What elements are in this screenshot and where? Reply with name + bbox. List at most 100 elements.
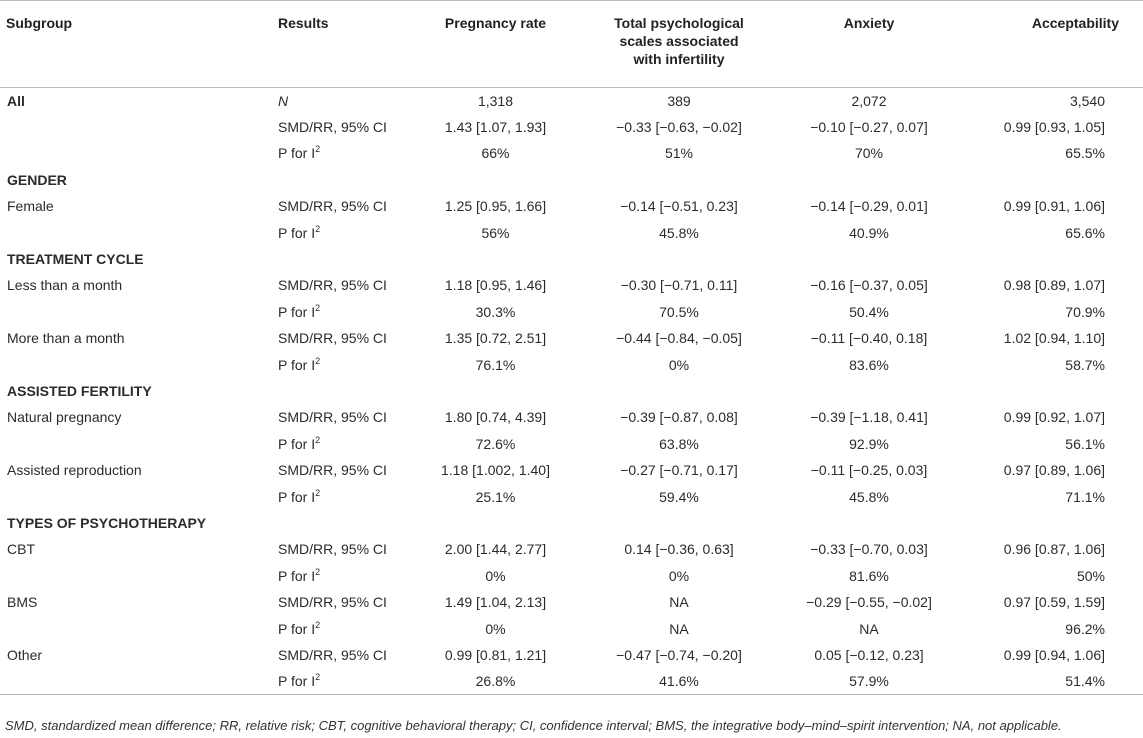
cell: 0.05 [−0.12, 0.23] xyxy=(814,646,924,663)
result-label-p: P for I2 xyxy=(278,302,321,320)
cell: −0.30 [−0.71, 0.11] xyxy=(620,277,738,294)
result-label-p: P for I2 xyxy=(278,355,321,373)
cell: 0.97 [0.59, 1.59] xyxy=(1003,594,1105,611)
cell: 25.1% xyxy=(475,488,516,505)
header-psych-line-1: Total psychological xyxy=(614,15,744,31)
cell: 0% xyxy=(668,567,690,584)
cell: 1,318 xyxy=(477,92,514,109)
cell: −0.14 [−0.51, 0.23] xyxy=(620,198,738,215)
cell: 83.6% xyxy=(849,356,889,373)
cell: 1.35 [0.72, 2.51] xyxy=(444,330,547,347)
cell: 58.7% xyxy=(1065,356,1105,373)
cell: NA xyxy=(669,594,689,611)
header-acceptability: Acceptability xyxy=(1031,15,1119,31)
row-label-female: Female xyxy=(7,198,54,215)
cell: 76.1% xyxy=(475,356,516,373)
table-row: P for I2 30.3% 70.5% 50.4% 70.9% xyxy=(0,299,1143,325)
cell: 41.6% xyxy=(659,673,699,690)
cell: 63.8% xyxy=(659,435,699,452)
result-label-smd: SMD/RR, 95% CI xyxy=(278,462,387,479)
header-subgroup: Subgroup xyxy=(6,15,73,31)
cell: 56.1% xyxy=(1065,435,1105,452)
cell: 1.02 [0.94, 1.10] xyxy=(1003,330,1105,347)
table-row: Assisted reproduction SMD/RR, 95% CI 1.1… xyxy=(0,457,1143,483)
table-header-row: Subgroup Results Pregnancy rate Total ps… xyxy=(0,0,1143,88)
cell: 0.99 [0.94, 1.06] xyxy=(1003,646,1105,663)
table-row: Less than a month SMD/RR, 95% CI 1.18 [0… xyxy=(0,272,1143,298)
cell: 40.9% xyxy=(849,224,889,241)
cell: NA xyxy=(669,620,689,637)
section-row: TREATMENT CYCLE xyxy=(0,246,1143,272)
cell: −0.39 [−1.18, 0.41] xyxy=(810,409,928,426)
cell: 30.3% xyxy=(475,303,516,320)
cell: 0.98 [0.89, 1.07] xyxy=(1003,277,1105,294)
cell: 96.2% xyxy=(1065,620,1105,637)
cell: 1.18 [0.95, 1.46] xyxy=(444,277,547,294)
cell: 92.9% xyxy=(849,435,889,452)
table-row: P for I2 56% 45.8% 40.9% 65.6% xyxy=(0,219,1143,245)
result-label-smd: SMD/RR, 95% CI xyxy=(278,330,387,347)
cell: 50% xyxy=(1076,567,1105,584)
table-row: P for I2 26.8% 41.6% 57.9% 51.4% xyxy=(0,668,1143,695)
cell: −0.39 [−0.87, 0.08] xyxy=(620,409,738,426)
cell: 70.9% xyxy=(1065,303,1105,320)
section-title-treatment-cycle: TREATMENT CYCLE xyxy=(7,251,144,268)
cell: 70% xyxy=(854,145,884,162)
section-title-gender: GENDER xyxy=(7,171,67,188)
cell: NA xyxy=(859,620,879,637)
cell: −0.33 [−0.70, 0.03] xyxy=(810,541,928,558)
table-row: Female SMD/RR, 95% CI 1.25 [0.95, 1.66] … xyxy=(0,193,1143,219)
result-label-p: P for I2 xyxy=(278,144,321,162)
row-label-all: All xyxy=(7,92,25,109)
header-psych-line-2: scales associated xyxy=(619,33,739,49)
cell: −0.33 [−0.63, −0.02] xyxy=(616,119,742,136)
cell: 0.96 [0.87, 1.06] xyxy=(1003,541,1105,558)
cell: −0.27 [−0.71, 0.17] xyxy=(620,462,738,479)
row-label-other: Other xyxy=(7,646,43,663)
result-label-smd: SMD/RR, 95% CI xyxy=(278,594,387,611)
section-row: TYPES OF PSYCHOTHERAPY xyxy=(0,510,1143,536)
section-row: ASSISTED FERTILITY xyxy=(0,378,1143,404)
table-row: CBT SMD/RR, 95% CI 2.00 [1.44, 2.77] 0.1… xyxy=(0,536,1143,562)
section-title-assisted-fertility: ASSISTED FERTILITY xyxy=(7,382,152,399)
table-row: Natural pregnancy SMD/RR, 95% CI 1.80 [0… xyxy=(0,404,1143,430)
table-row: P for I2 25.1% 59.4% 45.8% 71.1% xyxy=(0,483,1143,509)
row-label-less-than-month: Less than a month xyxy=(7,277,123,294)
cell: 3,540 xyxy=(1069,92,1105,109)
cell: 50.4% xyxy=(849,303,889,320)
cell: 0.99 [0.91, 1.06] xyxy=(1003,198,1105,215)
result-label-n: N xyxy=(278,92,289,109)
cell: 0.99 [0.81, 1.21] xyxy=(444,646,547,663)
row-label-cbt: CBT xyxy=(7,541,35,558)
cell: 45.8% xyxy=(849,488,889,505)
table-row: P for I2 0% 0% 81.6% 50% xyxy=(0,563,1143,589)
row-label-bms: BMS xyxy=(7,594,38,611)
subgroup-analysis-table: Subgroup Results Pregnancy rate Total ps… xyxy=(0,0,1143,695)
result-label-p: P for I2 xyxy=(278,619,321,637)
table-row: P for I2 72.6% 63.8% 92.9% 56.1% xyxy=(0,431,1143,457)
cell: 71.1% xyxy=(1065,488,1105,505)
result-label-smd: SMD/RR, 95% CI xyxy=(278,277,387,294)
cell: 66% xyxy=(481,145,510,162)
cell: 59.4% xyxy=(659,488,699,505)
cell: 81.6% xyxy=(849,567,889,584)
cell: 26.8% xyxy=(475,673,516,690)
table-footnote: SMD, standardized mean difference; RR, r… xyxy=(5,718,1062,733)
cell: 56% xyxy=(481,224,510,241)
cell: 1.49 [1.04, 2.13] xyxy=(444,594,547,611)
result-label-smd: SMD/RR, 95% CI xyxy=(278,646,387,663)
result-label-p: P for I2 xyxy=(278,487,321,505)
result-label-smd: SMD/RR, 95% CI xyxy=(278,541,387,558)
result-label-p: P for I2 xyxy=(278,672,321,690)
result-label-smd: SMD/RR, 95% CI xyxy=(278,409,387,426)
cell: 1.80 [0.74, 4.39] xyxy=(444,409,547,426)
cell: 389 xyxy=(667,92,691,109)
cell: 57.9% xyxy=(849,673,889,690)
cell: 45.8% xyxy=(659,224,699,241)
cell: 0% xyxy=(668,356,690,373)
cell: 51.4% xyxy=(1065,673,1105,690)
result-label-smd: SMD/RR, 95% CI xyxy=(278,119,387,136)
cell: −0.29 [−0.55, −0.02] xyxy=(806,594,932,611)
table-row: All N 1,318 389 2,072 3,540 xyxy=(0,88,1143,114)
header-anxiety: Anxiety xyxy=(843,15,895,31)
